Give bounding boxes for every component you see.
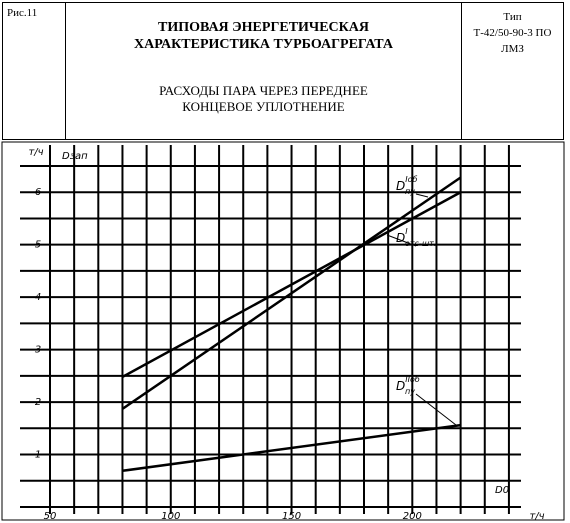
curve-label-base: D — [396, 231, 405, 245]
y-axis-label: Dзап — [62, 151, 88, 162]
curve-label: DIIоб пу — [396, 375, 420, 396]
subtitle: РАСХОДЫ ПАРА ЧЕРЕЗ ПЕРЕДНЕЕ КОНЦЕВОЕ УПЛ… — [159, 83, 368, 114]
curve-label: DI отс-шт. — [396, 227, 436, 248]
x-tick-label: 200 — [403, 511, 422, 522]
curve-label-sup: Iоб — [405, 175, 417, 184]
x-axis-label: D0 — [495, 485, 509, 496]
type-value: Т-42/50-90-3 ПО ЛМЗ — [473, 27, 552, 55]
y-tick-label: 4 — [35, 292, 41, 303]
y-tick-label: 6 — [35, 187, 41, 198]
curve-label-base: D — [396, 179, 405, 193]
curve-label-sub: пу — [405, 387, 415, 396]
leader-line — [386, 234, 417, 247]
y-tick-label: 3 — [35, 345, 41, 356]
x-tick-label: 100 — [161, 511, 180, 522]
x-tick-label: 50 — [44, 511, 57, 522]
curve-label: DIоб пу — [396, 175, 418, 196]
curve-label-sub: отс-шт. — [405, 239, 436, 248]
curve-label-base: D — [396, 379, 405, 393]
leader-line — [415, 193, 429, 198]
curve — [122, 423, 461, 473]
curve — [121, 191, 462, 378]
curve — [121, 176, 462, 410]
type-label: Тип — [503, 11, 522, 23]
y-tick-label: 5 — [35, 240, 41, 251]
y-tick-label: 1 — [35, 450, 41, 461]
x-tick-label: 150 — [282, 511, 301, 522]
header-center: ТИПОВАЯ ЭНЕРГЕТИЧЕСКАЯ ХАРАКТЕРИСТИКА ТУ… — [66, 3, 462, 139]
header: Рис.11 ТИПОВАЯ ЭНЕРГЕТИЧЕСКАЯ ХАРАКТЕРИС… — [2, 2, 564, 140]
type-cell: Тип Т-42/50-90-3 ПО ЛМЗ — [462, 3, 563, 139]
title: ТИПОВАЯ ЭНЕРГЕТИЧЕСКАЯ ХАРАКТЕРИСТИКА ТУ… — [134, 20, 393, 52]
leader-line — [415, 393, 457, 426]
chart-frame — [1, 141, 565, 521]
x-unit: т/ч — [529, 511, 544, 522]
figure-number: Рис.11 — [3, 3, 66, 139]
y-tick-label: 2 — [35, 397, 41, 408]
curve-label-sup: IIоб — [405, 375, 420, 384]
curve-label-sub: пу — [405, 187, 415, 196]
curve-label-sup: I — [405, 227, 408, 236]
y-unit: т/ч — [28, 147, 43, 158]
